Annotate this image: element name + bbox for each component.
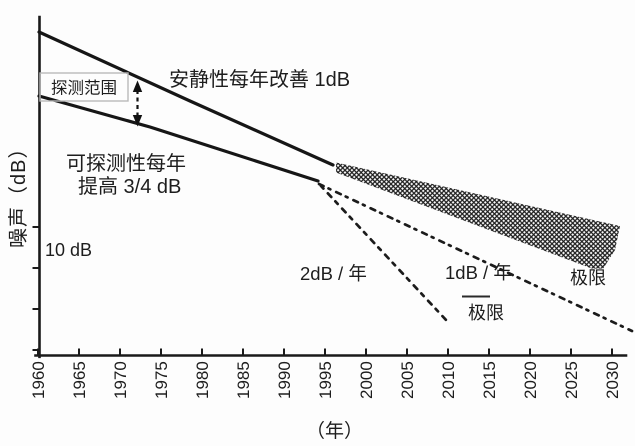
limit-label-band: 极限 [570,268,606,288]
arrow-down-icon [132,115,143,127]
projection-2db-per-year-line [319,184,449,323]
detection-range-box [39,72,129,102]
x-tick-label: 1995 [316,361,335,399]
x-tick-label: 1980 [193,361,212,399]
x-tick-label: 1975 [152,361,171,399]
scale-note-label: 10 dB [45,240,92,260]
x-tick-label: 2030 [603,361,622,399]
limit-band [336,162,620,272]
rate-2db-label: 2dB / 年 [300,263,367,284]
x-tick-label: 2010 [439,361,458,399]
x-tick-label: 1990 [275,361,294,399]
x-tick-label: 1985 [234,361,253,399]
rate-1db-label: 1dB / 年 [445,262,512,283]
detection-range-label: 探测范围 [51,79,117,98]
x-axis-title: （年） [306,420,363,442]
detectability-line-label-2: 提高 3/4 dB [78,175,181,198]
quietness-line-label: 安静性每年改善 1dB [169,68,350,91]
detectability-line-label-1: 可探测性每年 [66,152,186,175]
x-tick-label: 1965 [70,361,89,399]
x-tick-label: 2020 [521,361,540,399]
x-tick-label: 2025 [562,361,581,399]
x-tick-label: 2005 [398,361,417,399]
x-axis-ticks: 1960 1965 1970 1975 1980 1985 1990 1995 2000 2005… [29,348,622,399]
x-tick-label: 2015 [480,361,499,399]
quietness-trend-line [37,30,335,167]
x-tick-label: 2000 [357,361,376,399]
limit-label-lower: 极限 [468,303,504,323]
projection-1db-per-year-line [317,182,634,333]
x-tick-label: 1960 [29,361,48,399]
y-axis-title: 噪声（dB） [7,138,30,248]
detection-range-arrow [132,80,143,127]
arrow-up-icon [132,80,143,92]
x-tick-label: 1970 [111,361,130,399]
detectability-trend-line [37,94,320,183]
